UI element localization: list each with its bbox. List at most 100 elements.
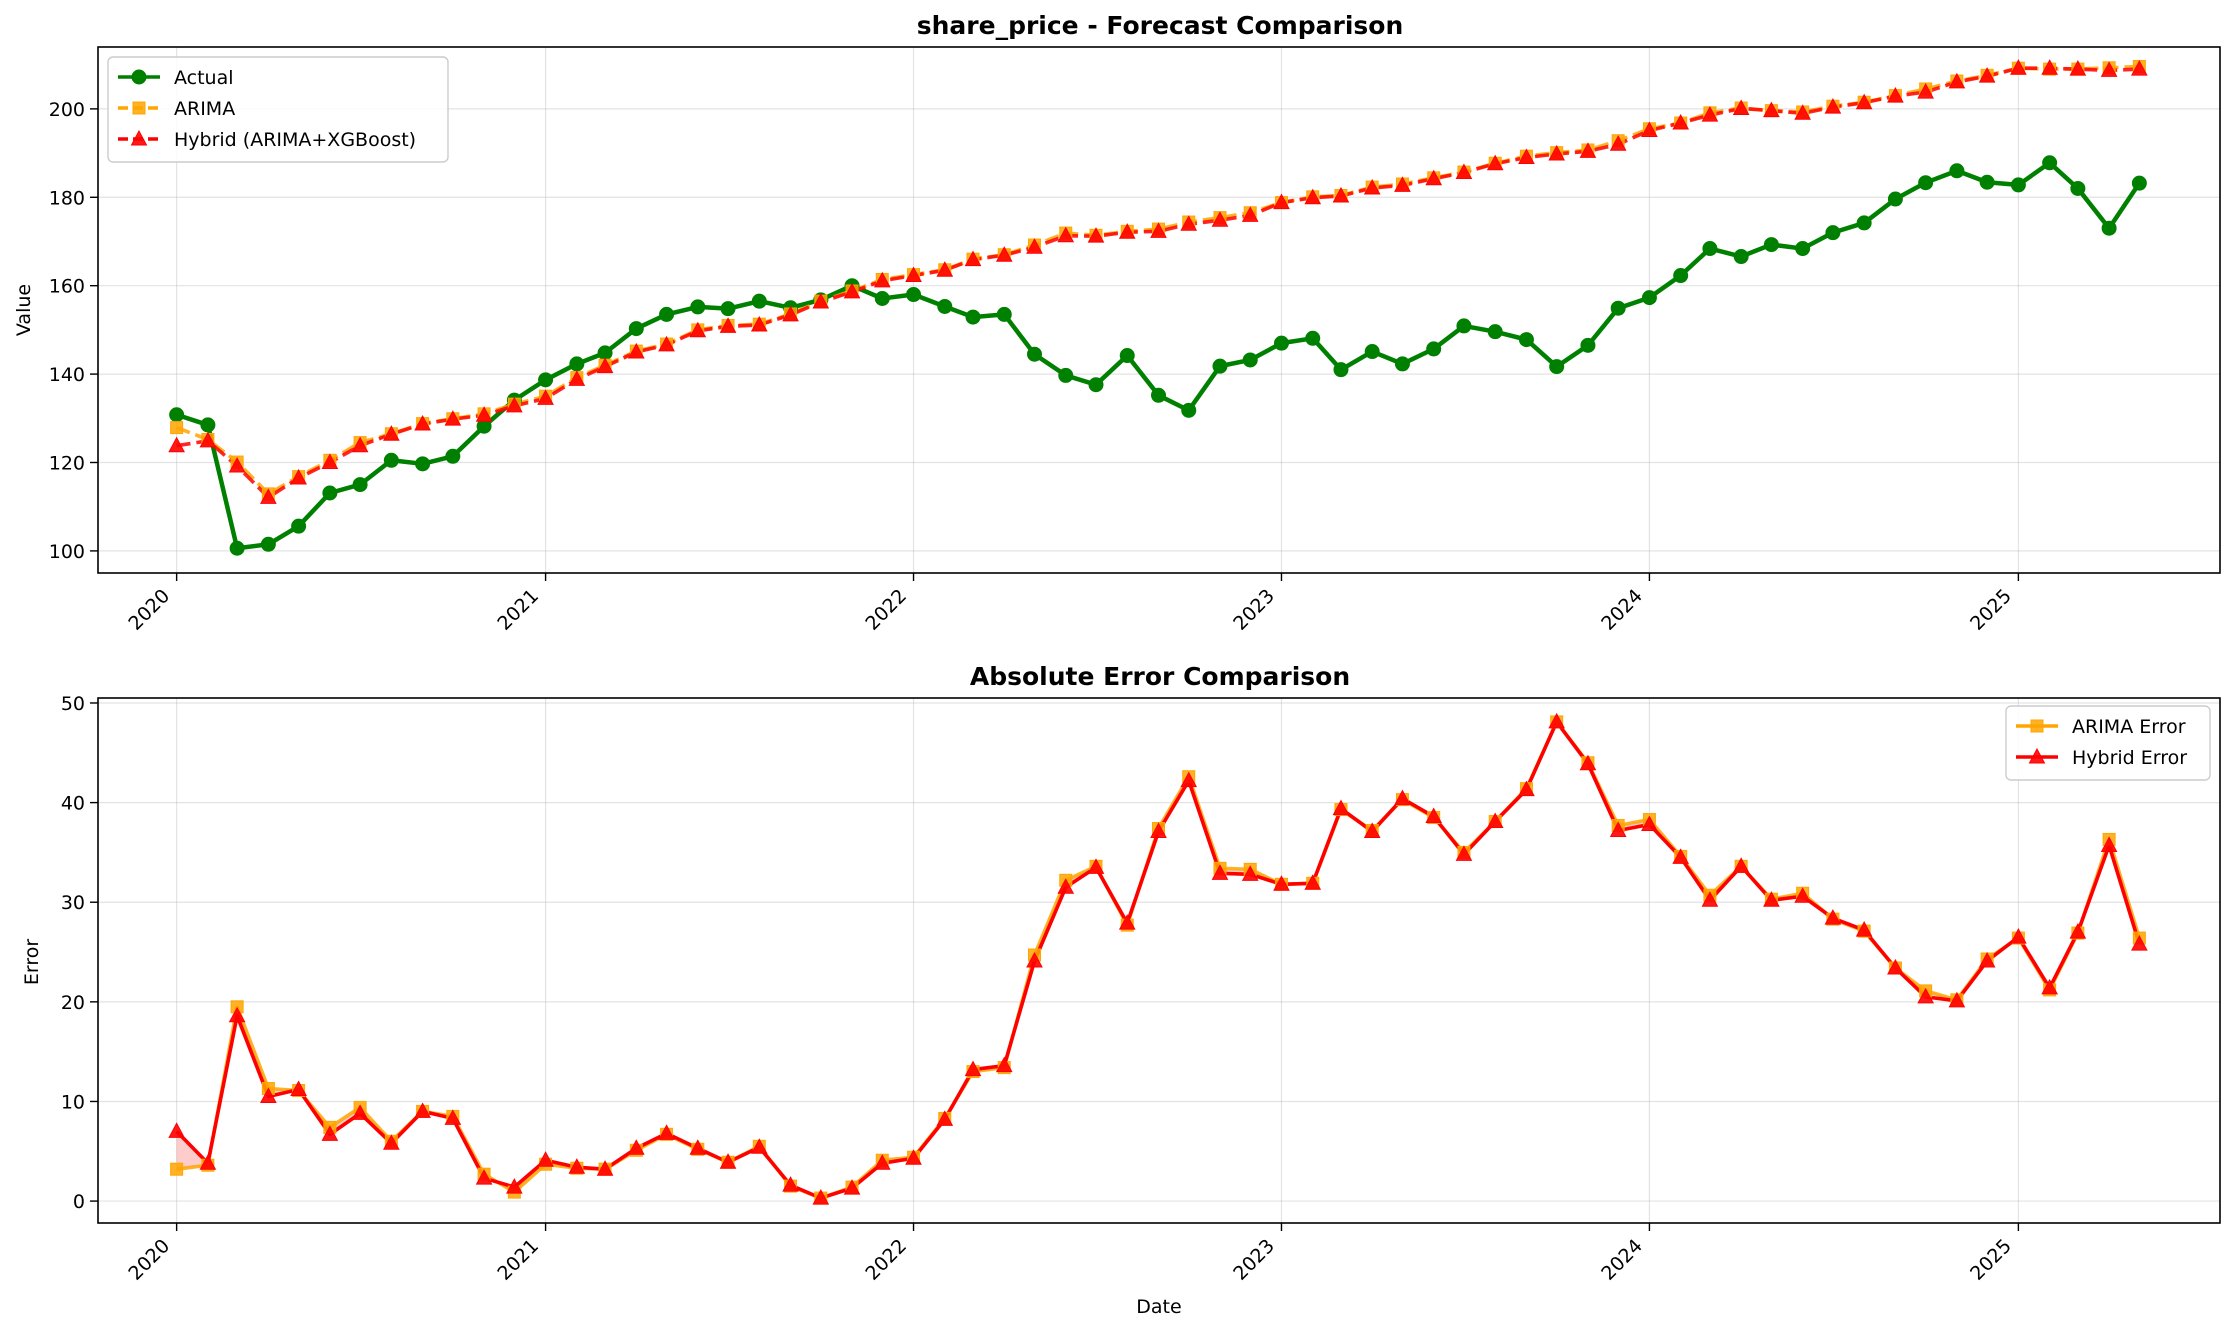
actual-point bbox=[383, 452, 399, 468]
hybrid-error-point bbox=[995, 1056, 1013, 1073]
actual-point bbox=[1887, 191, 1903, 207]
actual-point bbox=[996, 306, 1012, 322]
hybrid-arima-xgboost-point bbox=[414, 414, 431, 431]
actual-point bbox=[1426, 341, 1442, 357]
actual-point bbox=[1027, 346, 1043, 362]
hybrid-arima-xgboost-point bbox=[1978, 67, 1996, 83]
y-tick-label: 160 bbox=[49, 276, 85, 298]
actual-point bbox=[1273, 335, 1289, 351]
actual-point bbox=[751, 293, 767, 309]
hybrid-error-point bbox=[1455, 845, 1473, 861]
hybrid-arima-xgboost-point bbox=[596, 357, 614, 374]
hybrid-error-point bbox=[964, 1060, 982, 1077]
hybrid-error-point bbox=[658, 1124, 675, 1140]
hybrid-arima-xgboost-point bbox=[936, 261, 954, 277]
actual-point bbox=[1212, 358, 1228, 374]
area-fill bbox=[176, 721, 2140, 1199]
hybrid-arima-xgboost-point bbox=[1332, 186, 1350, 203]
hybrid-error-point bbox=[351, 1104, 369, 1120]
actual-point bbox=[2131, 175, 2147, 191]
grid-lines bbox=[98, 698, 2220, 1223]
hybrid-error-point bbox=[260, 1087, 277, 1103]
hybrid-error-point bbox=[1118, 914, 1136, 930]
actual-point bbox=[1305, 330, 1321, 346]
hybrid-arima-xgboost-point bbox=[1118, 223, 1136, 239]
hybrid-error-point bbox=[444, 1109, 462, 1125]
plot-frame bbox=[97, 697, 2221, 1224]
hybrid-error-point bbox=[1304, 874, 1322, 890]
hybrid-arima-xgboost-point bbox=[290, 468, 307, 485]
actual-point bbox=[906, 287, 922, 303]
hybrid-arima-xgboost-point bbox=[1486, 154, 1504, 171]
hybrid-error-point bbox=[2131, 935, 2148, 951]
hybrid-error-point bbox=[2069, 923, 2087, 939]
hybrid-error-point bbox=[1579, 754, 1597, 771]
hybrid-error-point bbox=[1026, 951, 1043, 968]
hybrid-error-point bbox=[1241, 865, 1259, 881]
hybrid-error-point bbox=[2100, 836, 2118, 852]
hybrid-arima-xgboost-point bbox=[228, 456, 246, 473]
arima-error-line bbox=[176, 720, 2142, 1200]
hybrid-arima-xgboost-point bbox=[1363, 178, 1381, 195]
actual-point bbox=[569, 356, 585, 372]
hybrid-error-point bbox=[1641, 815, 1658, 832]
hybrid-error-point bbox=[1794, 887, 1811, 903]
arima-point bbox=[170, 421, 184, 435]
hybrid-error-point bbox=[936, 1110, 954, 1126]
hybrid-arima-xgboost-point bbox=[321, 453, 339, 469]
hybrid-error-point bbox=[1425, 807, 1443, 824]
hybrid-error-line bbox=[175, 720, 2142, 1200]
hybrid-error-point bbox=[1394, 789, 1411, 806]
series-lines bbox=[175, 64, 2142, 551]
hybrid-arima-xgboost-point bbox=[1273, 193, 1290, 210]
hybrid-error-point bbox=[1609, 821, 1627, 837]
hybrid-arima-xgboost-point bbox=[260, 488, 277, 504]
hybrid-error-point bbox=[719, 1153, 737, 1169]
x-axis: 2020 2021 2022 2023 2024 2025 bbox=[124, 1223, 2020, 1285]
hybrid-arima-xgboost-point bbox=[1732, 99, 1750, 115]
x-axis-label: Date bbox=[1136, 1296, 1181, 1318]
x-tick-label: 2020 bbox=[124, 585, 174, 635]
actual-point bbox=[322, 485, 338, 501]
actual-point bbox=[169, 407, 185, 423]
hybrid-arima-xgboost-point bbox=[1794, 104, 1811, 120]
y-tick-label: 20 bbox=[61, 992, 85, 1014]
plot-frame bbox=[97, 46, 2221, 574]
actual-point bbox=[1610, 300, 1626, 316]
hybrid-error-point bbox=[568, 1158, 586, 1174]
hybrid-error-point bbox=[414, 1102, 431, 1118]
hybrid-arima-xgboost-point bbox=[1701, 106, 1719, 122]
y-tick-label: 0 bbox=[73, 1191, 85, 1213]
hybrid-arima-xgboost-point bbox=[1150, 222, 1167, 238]
y-tick-label: 40 bbox=[61, 793, 85, 815]
hybrid-arima-xgboost-point bbox=[1917, 83, 1934, 99]
hybrid-error-point bbox=[1855, 921, 1873, 937]
hybrid-error-point bbox=[596, 1160, 614, 1176]
actual-point bbox=[1763, 237, 1779, 253]
hybrid-arima-xgboost-point bbox=[1887, 87, 1904, 103]
hybrid-error-point bbox=[905, 1149, 922, 1165]
hybrid-arima-xgboost-point bbox=[719, 317, 737, 333]
y-tick-label: 30 bbox=[61, 892, 85, 914]
hybrid-error-point bbox=[1763, 891, 1780, 907]
actual-point bbox=[1979, 174, 1995, 190]
hybrid-arima-xgboost-point bbox=[1087, 227, 1105, 243]
actual-point bbox=[2010, 177, 2026, 193]
hybrid-arima-xgboost-point bbox=[964, 250, 982, 267]
actual-point bbox=[659, 306, 675, 322]
series-markers bbox=[168, 712, 2148, 1205]
hybrid-error-point bbox=[1732, 857, 1750, 873]
actual-point bbox=[628, 321, 644, 337]
legend: ARIMA Error Hybrid Error bbox=[2005, 705, 2211, 781]
hybrid-error-point bbox=[1917, 987, 1934, 1004]
hybrid-arima-xgboost-point bbox=[351, 436, 369, 453]
hybrid-error-point bbox=[1211, 864, 1229, 880]
hybrid-arima-xgboost-point bbox=[689, 321, 707, 338]
arima-error-point bbox=[170, 1162, 184, 1176]
hybrid-arima-xgboost-point bbox=[2131, 60, 2148, 76]
actual-point bbox=[1394, 356, 1410, 372]
legend-label-hybrid-arima-xgboost: Hybrid (ARIMA+XGBoost) bbox=[174, 129, 416, 151]
actual-point bbox=[260, 536, 276, 552]
actual-point bbox=[2101, 220, 2117, 236]
